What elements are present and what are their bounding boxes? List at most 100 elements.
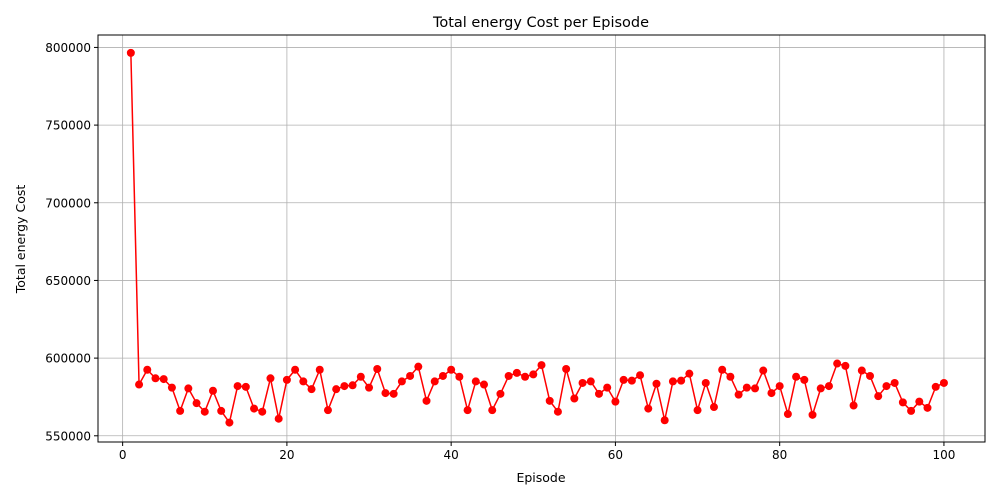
data-point	[274, 414, 283, 423]
data-point	[373, 364, 382, 373]
data-point	[323, 406, 332, 415]
data-point	[447, 365, 456, 374]
data-point	[241, 382, 250, 391]
grid	[98, 35, 985, 442]
data-point	[291, 365, 300, 374]
data-point	[184, 384, 193, 393]
data-point	[636, 371, 645, 380]
data-point	[159, 375, 168, 384]
data-point	[931, 382, 940, 391]
series-line	[130, 52, 945, 424]
data-point	[644, 404, 653, 413]
data-point	[915, 397, 924, 406]
data-point	[529, 370, 538, 379]
data-point	[939, 378, 948, 387]
data-point	[685, 369, 694, 378]
data-point	[841, 361, 850, 370]
data-point	[258, 407, 267, 416]
data-point	[627, 376, 636, 385]
data-point	[833, 359, 842, 368]
data-point	[668, 377, 677, 386]
data-point	[619, 375, 628, 384]
axes: 0 20 40 60 80 100 550000 600000 650000 700000 7500…	[45, 41, 955, 462]
data-point	[365, 383, 374, 392]
data-point	[907, 406, 916, 415]
plot-area-frame	[97, 34, 986, 443]
data-point	[652, 379, 661, 388]
data-point	[923, 403, 932, 412]
data-point	[709, 403, 718, 412]
data-point	[677, 376, 686, 385]
data-point	[282, 375, 291, 384]
data-point	[217, 406, 226, 415]
data-point	[397, 377, 406, 386]
data-point	[693, 406, 702, 415]
data-point	[135, 380, 144, 389]
y-tick-label: 800000	[45, 41, 91, 55]
data-point	[898, 398, 907, 407]
data-point	[521, 372, 530, 381]
data-point	[233, 382, 242, 391]
data-point	[356, 372, 365, 381]
data-point	[594, 389, 603, 398]
y-tick-label: 750000	[45, 119, 91, 133]
data-point	[603, 383, 612, 392]
x-tick-label: 80	[772, 448, 787, 462]
data-point	[783, 410, 792, 419]
chart-title: Total energy Cost per Episode	[432, 15, 649, 31]
data-point	[537, 361, 546, 370]
data-point	[866, 371, 875, 380]
data-point	[455, 372, 464, 381]
data-point	[143, 365, 152, 374]
x-axis-label: Episode	[516, 470, 565, 485]
x-tick-label: 100	[932, 448, 955, 462]
data-point	[167, 383, 176, 392]
data-point	[824, 382, 833, 391]
y-tick-label: 650000	[45, 274, 91, 288]
y-tick-label: 550000	[45, 429, 91, 443]
data-point	[857, 366, 866, 375]
data-point	[225, 418, 234, 427]
data-point	[315, 365, 324, 374]
data-point	[570, 394, 579, 403]
data-point	[792, 372, 801, 381]
data-point	[266, 374, 275, 383]
y-tick-label: 600000	[45, 352, 91, 366]
data-point	[480, 380, 489, 389]
data-point	[176, 406, 185, 415]
x-tick-label: 60	[608, 448, 623, 462]
data-point	[751, 384, 760, 393]
x-tick-label: 0	[119, 448, 127, 462]
x-tick-label: 20	[279, 448, 294, 462]
y-tick-label: 700000	[45, 196, 91, 210]
data-point	[882, 382, 891, 391]
data-point	[348, 381, 357, 390]
data-point	[742, 383, 751, 392]
data-point	[553, 407, 562, 416]
data-point	[512, 368, 521, 377]
data-point	[808, 410, 817, 419]
data-point	[562, 364, 571, 373]
data-point	[340, 382, 349, 391]
data-point	[775, 382, 784, 391]
data-point	[611, 397, 620, 406]
data-point	[734, 390, 743, 399]
data-point	[463, 406, 472, 415]
data-point	[406, 371, 415, 380]
data-point	[299, 377, 308, 386]
series-energy-cost	[126, 48, 948, 427]
y-axis-label: Total energy Cost	[13, 185, 28, 295]
data-point	[496, 389, 505, 398]
data-point	[389, 389, 398, 398]
data-point	[414, 362, 423, 371]
data-point	[332, 385, 341, 394]
data-point	[422, 396, 431, 405]
data-point	[381, 389, 390, 398]
data-point	[718, 365, 727, 374]
data-point	[849, 401, 858, 410]
data-point	[208, 386, 217, 395]
data-point	[874, 392, 883, 401]
data-point	[890, 378, 899, 387]
data-point	[488, 406, 497, 415]
